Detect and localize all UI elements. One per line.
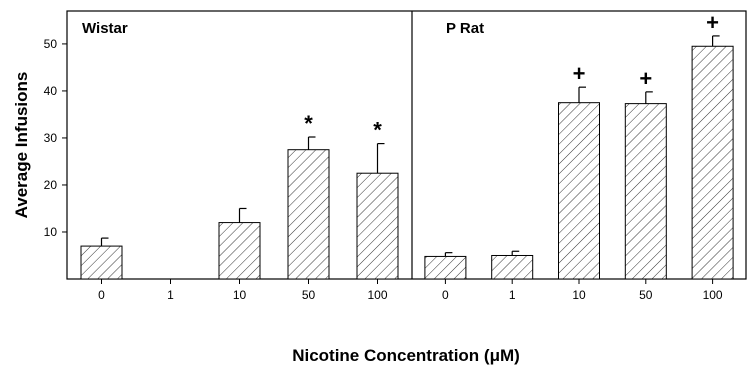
y-tick-label: 40 bbox=[44, 84, 58, 98]
x-tick-label: 0 bbox=[98, 288, 105, 302]
x-tick-label: 50 bbox=[302, 288, 316, 302]
bar bbox=[80, 245, 123, 280]
bar-series: * * + + + bbox=[80, 10, 734, 280]
y-tick-label: 20 bbox=[44, 178, 58, 192]
y-axis-ticks: 10 20 30 40 50 bbox=[44, 37, 67, 239]
x-tick-label: 1 bbox=[167, 288, 174, 302]
x-axis-title: Nicotine Concentration (μM) bbox=[292, 346, 520, 365]
panel-title: P Rat bbox=[446, 20, 484, 37]
bar bbox=[356, 172, 399, 280]
bar bbox=[424, 255, 467, 280]
significance-marker: + bbox=[706, 10, 719, 35]
x-tick-label: 100 bbox=[367, 288, 387, 302]
bar bbox=[287, 149, 330, 280]
x-tick-label: 10 bbox=[233, 288, 247, 302]
panel-titles: Wistar P Rat bbox=[82, 20, 484, 37]
bar bbox=[691, 45, 734, 280]
significance-marker: * bbox=[373, 118, 382, 143]
y-tick-label: 10 bbox=[44, 225, 58, 239]
bar bbox=[491, 254, 534, 280]
plot-frame bbox=[66, 10, 747, 280]
x-tick-label: 50 bbox=[639, 288, 653, 302]
y-axis-title: Average Infusions bbox=[12, 72, 31, 219]
panel-title: Wistar bbox=[82, 20, 128, 37]
x-tick-label: 0 bbox=[442, 288, 449, 302]
y-tick-label: 30 bbox=[44, 131, 58, 145]
bar bbox=[624, 103, 667, 280]
significance-marker: + bbox=[573, 61, 586, 86]
x-tick-label: 1 bbox=[509, 288, 516, 302]
bar bbox=[558, 102, 600, 280]
significance-marker: * bbox=[304, 111, 313, 136]
bar bbox=[218, 222, 261, 280]
x-tick-label: 100 bbox=[703, 288, 723, 302]
x-tick-label: 10 bbox=[572, 288, 586, 302]
y-tick-label: 50 bbox=[44, 37, 58, 51]
significance-marker: + bbox=[639, 66, 652, 91]
x-axis-ticks: 0 1 10 50 100 0 1 10 50 100 bbox=[98, 279, 723, 302]
